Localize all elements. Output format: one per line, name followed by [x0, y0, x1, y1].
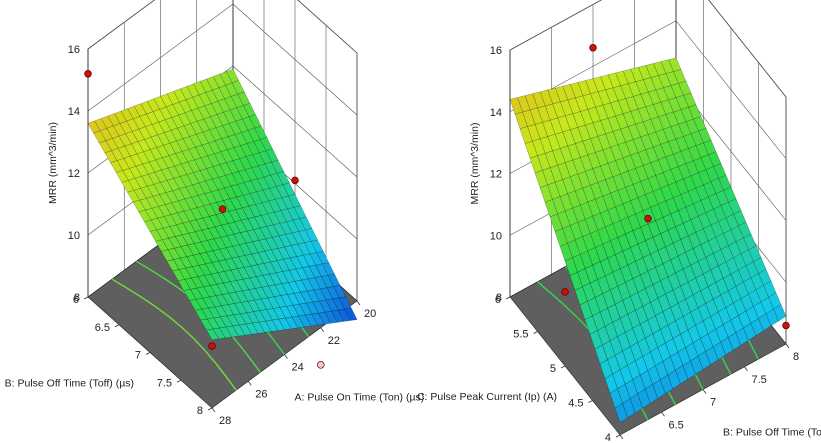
- axis2-tick-mark: [207, 407, 213, 411]
- axis1-tick-mark: [619, 434, 624, 440]
- axis1-label: B: Pulse Off Time (Toff) (µs): [723, 427, 821, 439]
- design-points: [84, 70, 325, 369]
- surface-plot-mrr-ton-toff: 8 10 12 14 16 MRR (mm^3/min) 28 26 24 22 20 A: Puls…: [5, 0, 425, 427]
- design-point: [561, 288, 569, 296]
- axis2-tick-mark: [83, 296, 89, 300]
- axis1-tick-label: 7.5: [752, 374, 767, 386]
- response-surface: [87, 68, 358, 340]
- axis2-tick-mark: [560, 365, 566, 369]
- axis1-label: A: Pulse On Time (Ton) (µs): [295, 392, 425, 404]
- axis2-tick-label: 4.5: [568, 398, 583, 410]
- axis2-label: B: Pulse Off Time (Toff) (µs): [5, 378, 134, 390]
- axis1-ticks: 28 26 24 22 20: [211, 300, 376, 427]
- axis1-tick-label: 26: [255, 388, 267, 400]
- wall-gridline: [509, 20, 787, 159]
- design-point: [84, 70, 92, 78]
- axis2-tick-label: 6: [495, 294, 501, 306]
- design-point: [317, 361, 325, 369]
- axis1-tick-mark: [247, 381, 252, 386]
- z-tick-label: 10: [68, 230, 80, 242]
- axis1-tick-mark: [320, 327, 325, 332]
- axis1-tick-mark: [211, 407, 216, 413]
- contour-line: [111, 278, 237, 391]
- axis1-tick-mark: [744, 366, 748, 371]
- z-axis-ticks: 8 10 12 14 16: [490, 45, 502, 304]
- design-point: [291, 176, 299, 185]
- z-tick-label: 16: [490, 45, 502, 57]
- axis1-tick-label: 28: [219, 415, 231, 427]
- design-point: [208, 342, 216, 350]
- z-axis-ticks: 8 10 12 14 16: [68, 44, 80, 304]
- axis2-tick-mark: [588, 400, 593, 403]
- wall-gridline: [87, 3, 358, 116]
- axis2-tick-label: 8: [197, 405, 203, 417]
- surface-cell: [614, 403, 628, 423]
- z-tick-label: 8: [496, 292, 502, 304]
- surface-cell: [206, 328, 219, 340]
- axis1-tick-label: 8: [793, 351, 799, 363]
- wall-gridline: [509, 0, 787, 98]
- axis1-tick-label: 7: [710, 397, 716, 409]
- axis1-tick-mark: [284, 354, 288, 359]
- z-tick-label: 10: [490, 230, 502, 242]
- axis1-tick-label: 6.5: [669, 419, 684, 431]
- axis2-tick-mark: [145, 352, 151, 355]
- z-tick-label: 14: [68, 106, 80, 118]
- design-point: [218, 205, 227, 213]
- axis2-tick-mark: [176, 379, 182, 383]
- design-point: [644, 214, 652, 223]
- axis1-tick-mark: [356, 300, 361, 306]
- axis1-tick-mark: [702, 389, 707, 394]
- z-axis-label: MRR (mm^3/min): [47, 122, 59, 204]
- z-tick-label: 16: [68, 44, 80, 56]
- z-tick-label: 12: [490, 169, 502, 181]
- axis2-tick-label: 7.5: [157, 377, 172, 389]
- axis1-tick-label: 24: [292, 362, 304, 374]
- response-surface: [509, 57, 787, 423]
- axis2-tick-mark: [114, 324, 120, 328]
- axis2-tick-label: 6.5: [95, 322, 110, 334]
- axis1-tick-label: 20: [364, 308, 376, 320]
- axis1-tick-mark: [661, 412, 665, 417]
- design-points: [561, 43, 790, 330]
- z-tick-label: 14: [490, 107, 502, 119]
- axis2-ticks: 8 7.5 7 6.5 6: [73, 294, 213, 417]
- design-point: [589, 43, 597, 52]
- z-tick-label: 8: [74, 292, 80, 304]
- axis2-tick-label: 7: [135, 350, 141, 362]
- axis2-label: C: Pulse Peak Current (Ip) (A): [417, 391, 557, 403]
- surface-plot-mrr-toff-ip: 8 10 12 14 16 MRR (mm^3/min) 6 6.5 7 7.5 8 B: Pulse…: [417, 0, 821, 443]
- axis2-tick-label: 6: [73, 294, 79, 306]
- z-tick-label: 12: [68, 168, 80, 180]
- design-point: [782, 321, 790, 330]
- axis2-tick-mark: [615, 434, 621, 438]
- axis2-ticks: 4 4.5 5 5.5 6: [495, 294, 621, 443]
- axis2-tick-label: 5.5: [513, 329, 528, 341]
- wall-gridline: [87, 0, 358, 54]
- axis1-tick-mark: [785, 343, 790, 349]
- z-axis-label: MRR (mm^3/min): [469, 123, 481, 205]
- axis2-tick-label: 4: [605, 432, 611, 443]
- axis2-tick-mark: [505, 296, 511, 300]
- axis1-tick-label: 22: [328, 335, 340, 347]
- axis2-tick-mark: [533, 331, 538, 334]
- axis2-tick-label: 5: [550, 363, 556, 375]
- axis1-ticks: 66.577.58: [619, 343, 799, 443]
